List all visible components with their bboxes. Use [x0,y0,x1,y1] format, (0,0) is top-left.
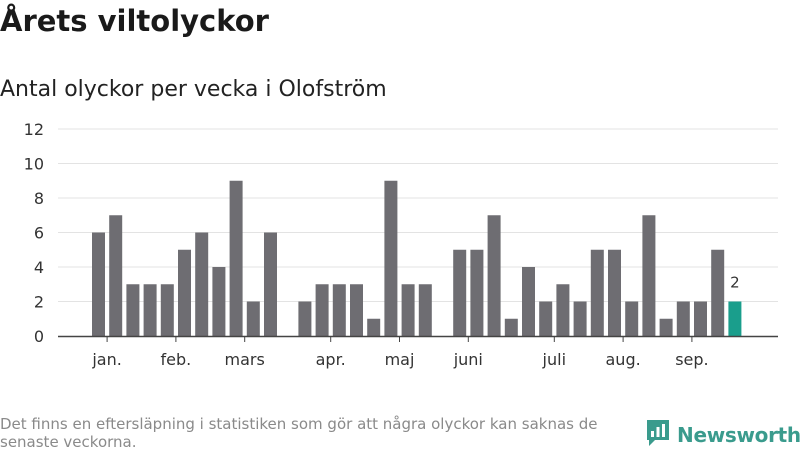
bar [298,301,312,336]
bar [367,318,381,336]
chart-title: Årets viltolyckor [0,4,269,38]
bar [92,232,105,336]
bar [178,249,191,336]
bar [694,301,707,336]
bar [608,249,621,336]
bar-highlight [728,301,742,336]
y-tick-label: 2 [34,293,44,312]
bar [590,249,604,336]
bar [487,215,501,336]
bar [109,215,123,336]
y-tick-label: 6 [34,224,44,243]
brand-name: Newsworthy [677,423,800,447]
bar [676,301,690,336]
bar [522,267,535,336]
bar [711,249,725,336]
bar [556,284,570,336]
chart-subtitle: Antal olyckor per vecka i Olofström [0,77,387,102]
bar [573,301,587,336]
bar [659,318,673,336]
x-tick-label: aug. [606,350,641,369]
bar [195,232,209,336]
newsworthy-logo-icon [645,418,671,452]
bar [470,249,484,336]
bar [418,284,432,336]
bar [143,284,157,336]
y-tick-label: 4 [34,258,44,277]
y-tick-label: 12 [24,120,44,139]
bar [315,284,329,336]
x-tick-label: sep. [675,350,708,369]
bar-chart: 0 2 4 6 8 10 12 2 jan. feb. mars apr. maj juni juli aug… [24,120,778,369]
x-tick-label: maj [385,350,415,369]
bar [126,284,140,336]
bar [504,318,518,336]
bar [453,249,467,336]
footnote: Det finns en eftersläpning i statistiken… [0,415,598,451]
bar [212,267,226,336]
bar [246,301,260,336]
bar [350,284,363,336]
x-tick-label: jan. [91,350,121,369]
y-tick-label: 8 [34,189,44,208]
x-tick-label: juli [542,350,566,369]
bar [539,301,553,336]
bar [332,284,346,336]
x-tick-label: mars [225,350,265,369]
bar [264,232,277,336]
data-label: 2 [730,274,740,292]
bar [625,301,639,336]
y-tick-label: 0 [34,327,44,346]
y-tick-label: 10 [24,155,44,174]
bar [229,180,243,336]
bar [384,180,398,336]
x-tick-label: feb. [161,350,192,369]
x-tick-label: apr. [316,350,346,369]
bar [642,215,656,336]
bar [401,284,415,336]
x-tick-label: juni [453,350,483,369]
bar [160,284,174,336]
brand-logo[interactable]: Newsworthy [645,420,800,450]
